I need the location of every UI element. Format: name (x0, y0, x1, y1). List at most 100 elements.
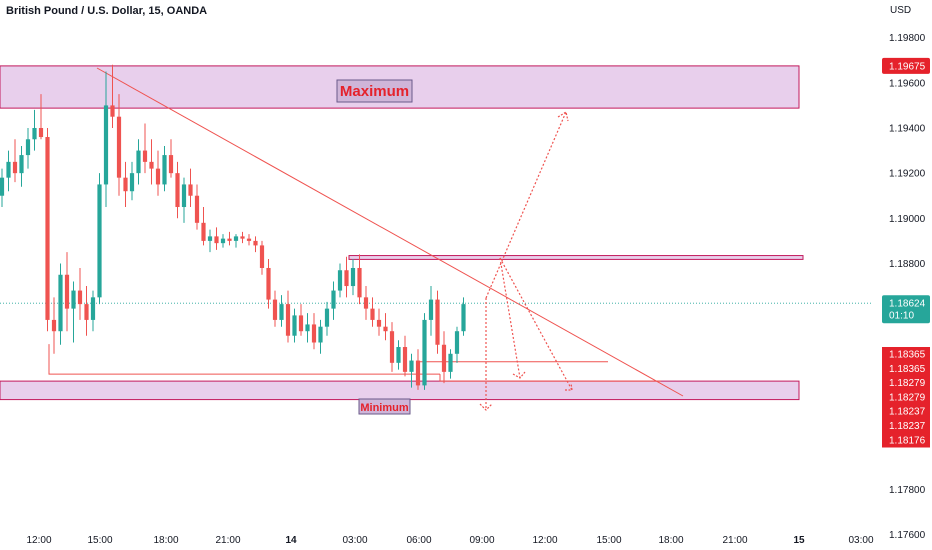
level-price-tag[interactable] (882, 432, 930, 448)
candle (305, 313, 310, 343)
candle (214, 227, 219, 250)
time-tick-label: 14 (285, 535, 297, 546)
candle-body (383, 326, 388, 332)
candle (97, 173, 102, 305)
candle (201, 207, 206, 246)
candle (149, 139, 154, 185)
time-tick-label: 15:00 (87, 535, 112, 546)
candle (389, 322, 395, 372)
candle-body (311, 324, 317, 343)
level-price-tag[interactable] (882, 418, 930, 434)
candle (181, 177, 187, 223)
candle (396, 340, 401, 370)
candle-body (448, 353, 453, 372)
candle (435, 290, 440, 354)
candle (45, 127, 50, 332)
candle-body (6, 161, 11, 178)
projection-arrow-down-3[interactable] (499, 257, 573, 391)
candle (357, 254, 362, 305)
minimum-zone[interactable] (0, 380, 800, 401)
candle-body (350, 267, 356, 287)
symbol-interval: 15 (148, 5, 161, 17)
price-tick-label: 1.17800 (889, 485, 926, 496)
candle-body (168, 155, 174, 174)
candle-body (344, 270, 349, 287)
level-price-tag-label: 1.18365 (889, 350, 926, 361)
time-tick-label: 03:00 (342, 535, 367, 546)
candle-body (155, 168, 161, 185)
candle-body (324, 308, 330, 327)
candle (428, 286, 434, 336)
symbol-title[interactable]: British Pound / U.S. Dollar, 15, OANDA (6, 5, 208, 17)
candle (38, 94, 44, 140)
price-axis[interactable]: 1.19800 1.19600 1.19400 1.19200 1.19000 1.188… (880, 0, 930, 550)
candle (90, 290, 96, 332)
candle-body (233, 236, 239, 241)
candle-body (357, 267, 362, 298)
maximum-price-tag[interactable] (882, 57, 930, 74)
candle-body (402, 347, 408, 372)
price-tick-label: 1.19800 (889, 33, 926, 44)
price-tick-label: 1.17600 (889, 530, 926, 541)
candle-body (175, 173, 180, 208)
candle (233, 234, 239, 248)
candle (227, 231, 232, 246)
candle-body (227, 238, 232, 241)
candle-body (194, 195, 200, 223)
symbol-name: British Pound / U.S. Dollar (6, 5, 143, 17)
resistance-band[interactable] (348, 255, 804, 260)
base-range-line[interactable] (48, 344, 440, 375)
candle-body (64, 274, 70, 309)
candle (292, 308, 297, 343)
candle-body (71, 290, 76, 309)
projection-arrow-up[interactable] (485, 111, 567, 299)
candle-body (129, 173, 135, 192)
candle (376, 308, 382, 336)
level-price-tag[interactable] (882, 389, 930, 405)
time-tick-label: 15 (793, 535, 805, 546)
level-price-tag[interactable] (882, 347, 930, 362)
candle-body (181, 184, 187, 208)
candle (461, 297, 466, 336)
candles-layer (0, 64, 466, 390)
level-price-tag-label: 1.18365 (889, 364, 926, 375)
time-axis[interactable]: 12:00 15:00 18:00 21:00 14 03:00 06:00 09:00 12:… (26, 535, 873, 546)
price-tick-label: 1.19000 (889, 214, 926, 225)
time-tick-label: 21:00 (722, 535, 747, 546)
candle-body (214, 236, 219, 244)
time-tick-label: 21:00 (215, 535, 240, 546)
current-price-tag[interactable] (882, 295, 930, 324)
level-price-tag[interactable] (882, 375, 930, 391)
trend-line[interactable] (96, 67, 684, 397)
candle (116, 94, 122, 196)
candle-body (240, 236, 245, 239)
minimum-label-box[interactable] (358, 398, 411, 415)
candle (12, 139, 18, 183)
candle (409, 353, 414, 388)
zone-labels-layer: Maximum Minimum (336, 79, 413, 415)
candle (64, 252, 70, 332)
zones-layer (0, 65, 804, 401)
time-tick-label: 09:00 (469, 535, 494, 546)
candle (84, 286, 89, 336)
candle-body (32, 127, 37, 140)
maximum-label-box[interactable] (336, 79, 413, 103)
candle (448, 349, 453, 379)
support-line-2[interactable] (439, 374, 661, 382)
candle (298, 304, 304, 336)
time-tick-label: 12:00 (532, 535, 557, 546)
maximum-price-tag-label: 1.19675 (889, 61, 926, 72)
arrowhead-down-1 (479, 403, 493, 411)
level-price-tag-label: 1.18237 (889, 421, 926, 432)
candle-body (220, 238, 226, 244)
candle-body (389, 331, 395, 363)
projection-arrow-down-2[interactable] (499, 257, 521, 379)
level-price-tag[interactable] (882, 361, 930, 376)
candle-body (51, 319, 57, 332)
level-price-tag[interactable] (882, 404, 930, 419)
time-tick-label: 06:00 (406, 535, 431, 546)
candle (279, 295, 284, 327)
axis-currency: USD (890, 5, 912, 16)
candle (402, 335, 408, 377)
